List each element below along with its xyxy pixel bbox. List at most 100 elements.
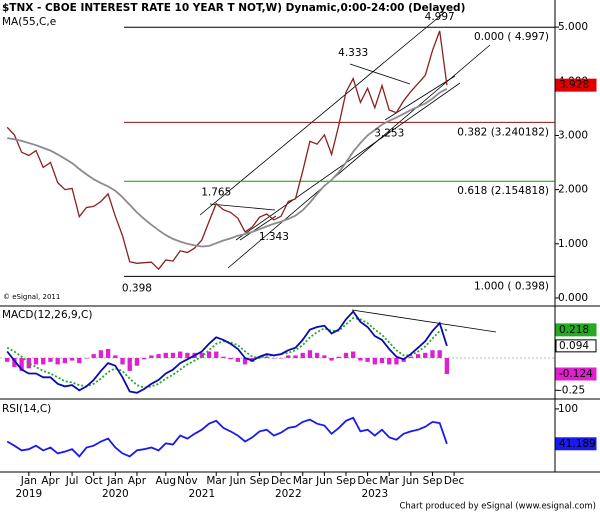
- x-year-label: 2021: [188, 488, 215, 500]
- histogram-bar: [278, 357, 284, 359]
- x-tick-label: Jun: [315, 475, 332, 487]
- histogram-bar: [41, 357, 46, 365]
- level-label: 0.618 (2.154818): [457, 185, 549, 197]
- histogram-bar: [149, 355, 154, 358]
- histogram-bar: [185, 352, 190, 358]
- x-tick-label: Dec: [444, 475, 465, 487]
- histogram-bar: [264, 356, 269, 358]
- histogram-bar: [415, 354, 421, 358]
- x-tick-label: Apr: [128, 475, 147, 487]
- histogram-bar: [62, 357, 68, 364]
- histogram-bar: [408, 356, 414, 358]
- x-tick-label: Jun: [229, 475, 246, 487]
- panel-title: MACD(12,26,9,C): [2, 309, 92, 321]
- x-year-label: 2022: [275, 488, 302, 500]
- histogram-bar: [235, 357, 241, 362]
- histogram-bar: [343, 352, 349, 358]
- trendline: [239, 215, 277, 241]
- histogram-bar: [228, 357, 233, 360]
- trendline: [209, 203, 276, 211]
- histogram-bar: [127, 357, 132, 371]
- y-tick-label: 3.000: [558, 129, 588, 141]
- annotation: 4.333: [338, 47, 368, 59]
- x-tick-label: Dec: [357, 475, 378, 487]
- x-tick-label: Nov: [177, 475, 198, 487]
- histogram-bar: [437, 350, 442, 358]
- histogram-bar: [351, 351, 356, 358]
- y-tick-label: -0.25: [558, 384, 585, 396]
- last-value-label: 3.928: [559, 79, 589, 91]
- trendline: [351, 309, 497, 333]
- x-tick-label: Dec: [271, 475, 292, 487]
- histogram-bar: [105, 348, 111, 358]
- histogram-bar: [33, 357, 39, 365]
- histogram-bar: [372, 357, 377, 365]
- annotation: 1.343: [259, 231, 289, 243]
- histogram-bar: [91, 354, 96, 358]
- x-tick-label: Mar: [293, 475, 313, 487]
- panel-title: RSI(14,C): [2, 403, 51, 415]
- y-tick-label: 5.000: [558, 21, 588, 33]
- last-value-label: -0.124: [559, 368, 593, 380]
- last-value-label: 0.094: [559, 340, 589, 352]
- histogram-bar: [394, 357, 399, 365]
- histogram-bar: [214, 351, 219, 358]
- annotation: 0.398: [122, 282, 152, 294]
- trendline: [349, 63, 411, 85]
- series-line: [6, 416, 448, 458]
- histogram-bar: [430, 350, 435, 358]
- histogram-bar: [329, 357, 334, 361]
- level-label: 0.382 (3.240182): [457, 126, 549, 138]
- histogram-bar: [26, 357, 31, 369]
- series-line: [7, 88, 448, 248]
- x-year-label: 2019: [15, 488, 42, 500]
- level-label: 1.000 ( 0.398): [474, 280, 549, 292]
- x-tick-label: Jan: [20, 475, 37, 487]
- histogram-bar: [300, 352, 305, 358]
- last-value-box: [555, 323, 597, 337]
- annotation: 4.997: [425, 11, 455, 23]
- credit: Chart produced by eSignal (www.esignal.c…: [399, 502, 596, 512]
- last-value-box: [555, 339, 597, 353]
- histogram-bar: [156, 354, 161, 358]
- histogram-bar: [170, 352, 176, 358]
- histogram-bar: [19, 357, 24, 371]
- histogram-bar: [365, 357, 370, 362]
- histogram-bar: [387, 357, 392, 365]
- last-value-box: [555, 437, 597, 451]
- histogram-bar: [379, 357, 385, 364]
- x-tick-label: Jun: [402, 475, 419, 487]
- copyright: © eSignal, 2011: [3, 293, 60, 301]
- x-tick-label: Jul: [65, 475, 79, 487]
- histogram-bar: [77, 357, 82, 364]
- histogram-bar: [5, 357, 10, 362]
- last-value-label: 41.189: [559, 438, 596, 450]
- histogram-bar: [84, 357, 89, 359]
- chart-title: $TNX - CBOE INTEREST RATE 10 YEAR T NOT,…: [2, 2, 465, 14]
- histogram-bar: [98, 350, 104, 358]
- level-label: 0.000 ( 4.997): [474, 31, 549, 43]
- histogram-bar: [113, 355, 118, 358]
- last-value-box: [555, 367, 597, 381]
- histogram-bar: [221, 356, 226, 358]
- histogram-bar: [178, 351, 183, 358]
- series-line: [6, 310, 448, 394]
- histogram-bar: [69, 357, 75, 361]
- trendline: [235, 82, 461, 241]
- x-tick-label: Sep: [250, 475, 270, 487]
- x-tick-label: Apr: [41, 475, 60, 487]
- last-value-label: 0.218: [559, 324, 589, 336]
- histogram-bar: [163, 352, 168, 358]
- histogram-bar: [336, 356, 341, 358]
- histogram-bar: [293, 355, 298, 358]
- histogram-bar: [55, 357, 60, 365]
- x-year-label: 2023: [361, 488, 388, 500]
- annotation: 3.253: [374, 128, 404, 140]
- histogram-bar: [120, 357, 125, 365]
- price-line: [6, 30, 448, 271]
- x-tick-label: Aug: [156, 475, 177, 487]
- histogram-bar: [307, 350, 313, 358]
- histogram-bar: [48, 357, 53, 362]
